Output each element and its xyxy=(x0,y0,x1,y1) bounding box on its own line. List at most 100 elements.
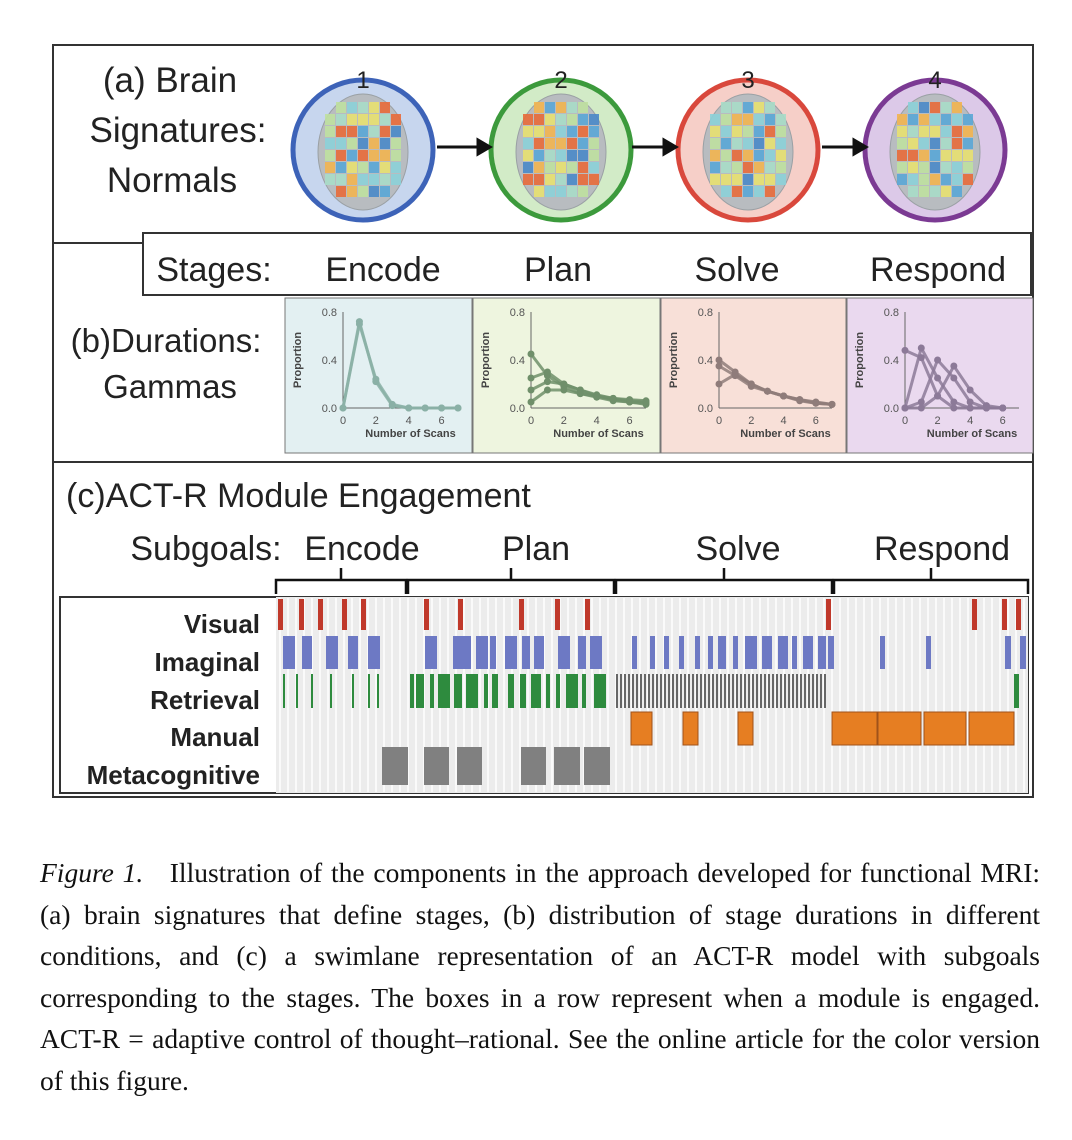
panel-c: (c)ACT-R Module Engagement Subgoals: Enc… xyxy=(59,477,1030,794)
retrieval-event xyxy=(438,674,450,708)
visual-event xyxy=(826,599,831,630)
retrieval-event xyxy=(582,674,586,708)
data-point xyxy=(593,392,601,400)
metacognitive-event xyxy=(424,747,449,785)
data-point xyxy=(576,390,584,398)
chart-background xyxy=(660,297,847,454)
brain-voxel xyxy=(589,162,599,173)
imaginal-event xyxy=(326,636,338,669)
brain-voxel xyxy=(325,114,335,125)
imaginal-event xyxy=(1005,636,1011,669)
brain-voxel xyxy=(930,174,940,185)
data-point xyxy=(763,387,771,395)
imaginal-event xyxy=(926,636,931,669)
brain-voxel xyxy=(578,150,588,161)
brain-voxel xyxy=(380,114,390,125)
stage-plan: Plan xyxy=(524,251,592,289)
brain-label-3: 3 xyxy=(741,67,754,94)
subgoals-label: Subgoals: xyxy=(130,530,281,568)
x-tick-label: 2 xyxy=(748,415,754,427)
retrieval-tick xyxy=(684,674,686,708)
retrieval-tick xyxy=(708,674,710,708)
brain-voxel xyxy=(930,186,940,197)
data-point xyxy=(626,396,634,404)
x-tick-label: 4 xyxy=(406,415,412,427)
brain-voxel xyxy=(336,114,346,125)
brain-voxel xyxy=(908,102,918,113)
brain-voxel xyxy=(710,174,720,185)
panel-a-title-line-1: (a) Brain xyxy=(103,61,237,100)
retrieval-tick xyxy=(620,674,622,708)
brain-voxel xyxy=(534,150,544,161)
brain-voxel xyxy=(556,162,566,173)
imaginal-event xyxy=(283,636,295,669)
panel-a-title-line-3: Normals xyxy=(107,161,237,200)
brain-voxel xyxy=(721,150,731,161)
brace-respond xyxy=(832,568,1030,594)
retrieval-event xyxy=(454,674,462,708)
brain-voxel xyxy=(721,102,731,113)
y-axis-label: Proportion xyxy=(854,332,866,388)
data-point xyxy=(982,402,990,410)
brain-voxel xyxy=(743,102,753,113)
brain-voxel xyxy=(347,162,357,173)
brain-voxel xyxy=(732,186,742,197)
brain-voxel xyxy=(908,138,918,149)
module-label-metacognitive: Metacognitive xyxy=(87,760,260,790)
figure-caption: Figure 1. Illustration of the components… xyxy=(40,852,1040,1101)
retrieval-event xyxy=(531,674,541,708)
metacognitive-event xyxy=(554,747,580,785)
visual-event xyxy=(585,599,590,630)
retrieval-event xyxy=(352,674,354,708)
brain-voxel xyxy=(545,186,555,197)
data-point xyxy=(715,380,723,388)
retrieval-tick xyxy=(636,674,638,708)
imaginal-event xyxy=(348,636,358,669)
stage-arrows xyxy=(437,137,869,157)
retrieval-tick xyxy=(680,674,682,708)
x-axis-label: Number of Scans xyxy=(927,428,1017,440)
brain-voxel xyxy=(963,114,973,125)
retrieval-event xyxy=(283,674,285,708)
brain-voxel xyxy=(369,126,379,137)
retrieval-tick xyxy=(780,674,782,708)
brain-voxel xyxy=(952,114,962,125)
subgoal-solve: Solve xyxy=(695,530,780,568)
brain-voxel xyxy=(578,138,588,149)
retrieval-tick xyxy=(752,674,754,708)
brain-voxel xyxy=(776,174,786,185)
subgoal-respond: Respond xyxy=(874,530,1010,568)
brain-voxel xyxy=(941,186,951,197)
brain-voxel xyxy=(358,150,368,161)
imaginal-event xyxy=(733,636,738,669)
brain-voxel xyxy=(952,162,962,173)
imaginal-event xyxy=(880,636,885,669)
imaginal-event xyxy=(708,636,713,669)
brain-voxel xyxy=(919,150,929,161)
y-axis-label: Proportion xyxy=(668,332,680,388)
brain-voxel xyxy=(358,138,368,149)
y-tick-label: 0.0 xyxy=(884,403,899,415)
y-tick-label: 0.4 xyxy=(322,355,337,367)
retrieval-tick xyxy=(756,674,758,708)
brain-voxel xyxy=(325,138,335,149)
brain-voxel xyxy=(391,150,401,161)
brain-voxel xyxy=(369,150,379,161)
retrieval-tick xyxy=(720,674,722,708)
brain-voxel xyxy=(963,138,973,149)
brain-voxel xyxy=(776,162,786,173)
imaginal-event xyxy=(818,636,826,669)
stages-label: Stages: xyxy=(156,251,271,289)
brain-voxel xyxy=(391,174,401,185)
brain-voxel xyxy=(589,150,599,161)
brain-voxel xyxy=(523,126,533,137)
retrieval-tick xyxy=(816,674,818,708)
brain-voxel xyxy=(545,138,555,149)
retrieval-tick xyxy=(676,674,678,708)
data-point xyxy=(731,372,739,380)
brain-voxel xyxy=(578,162,588,173)
brain-label-2: 2 xyxy=(554,67,567,94)
imaginal-event xyxy=(534,636,544,669)
